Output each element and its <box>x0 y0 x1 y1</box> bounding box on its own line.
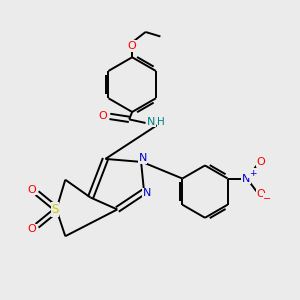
Text: O: O <box>27 224 36 234</box>
Text: N: N <box>147 117 155 127</box>
Text: S: S <box>51 203 58 216</box>
Text: +: + <box>249 169 256 178</box>
Text: N: N <box>242 173 250 184</box>
Text: O: O <box>256 157 265 167</box>
Text: O: O <box>256 189 265 199</box>
Text: O: O <box>27 184 36 194</box>
Text: N: N <box>138 153 147 163</box>
Text: H: H <box>157 117 165 127</box>
Text: O: O <box>128 41 136 51</box>
Text: −: − <box>263 194 272 204</box>
Text: N: N <box>143 188 151 198</box>
Text: O: O <box>98 111 107 122</box>
